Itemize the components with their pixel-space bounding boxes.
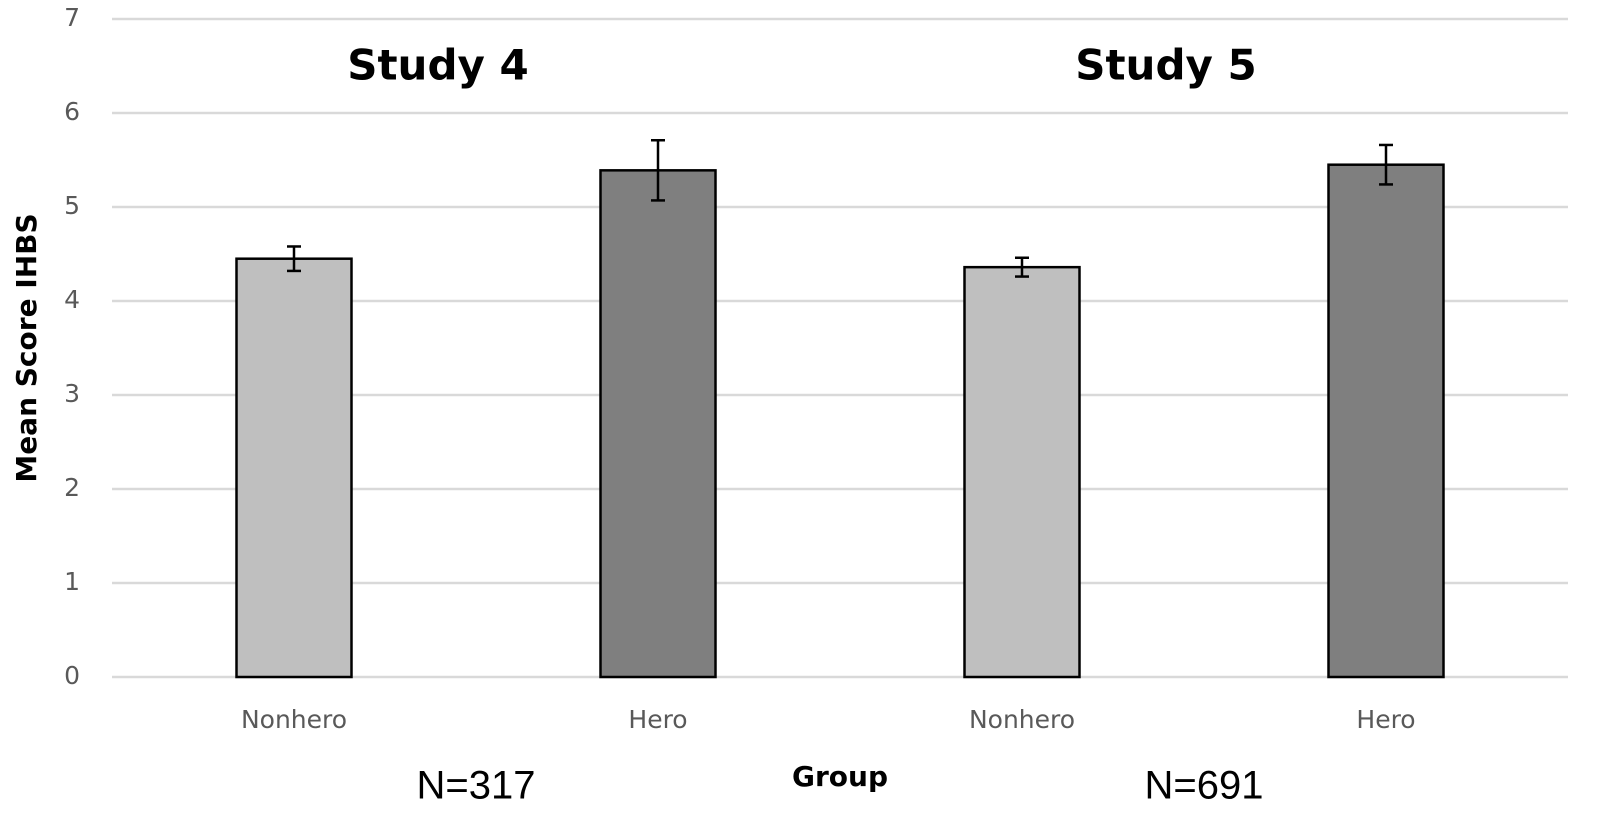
y-tick-label: 7 [64,3,80,32]
y-axis-label: Mean Score IHBS [10,213,43,482]
y-tick-label: 1 [64,567,80,596]
x-tick-label: Nonhero [969,705,1075,734]
y-tick-label: 3 [64,379,80,408]
y-tick-label: 0 [64,661,80,690]
y-tick-label: 2 [64,473,80,502]
y-tick-label: 4 [64,285,80,314]
panel-note: N=691 [1145,764,1264,808]
x-axis-label: Group [792,760,888,793]
x-tick-label: Hero [1356,705,1415,734]
x-tick-label: Hero [628,705,687,734]
bar [235,257,353,679]
y-tick-label: 5 [64,191,80,220]
bar [1327,163,1445,679]
bar [963,265,1081,679]
panel-title: Study 4 [347,41,529,90]
y-tick-label: 6 [64,97,80,126]
panel-title: Study 5 [1075,41,1257,90]
bar [599,169,717,679]
panel-note: N=317 [417,764,536,808]
x-tick-label: Nonhero [241,705,347,734]
